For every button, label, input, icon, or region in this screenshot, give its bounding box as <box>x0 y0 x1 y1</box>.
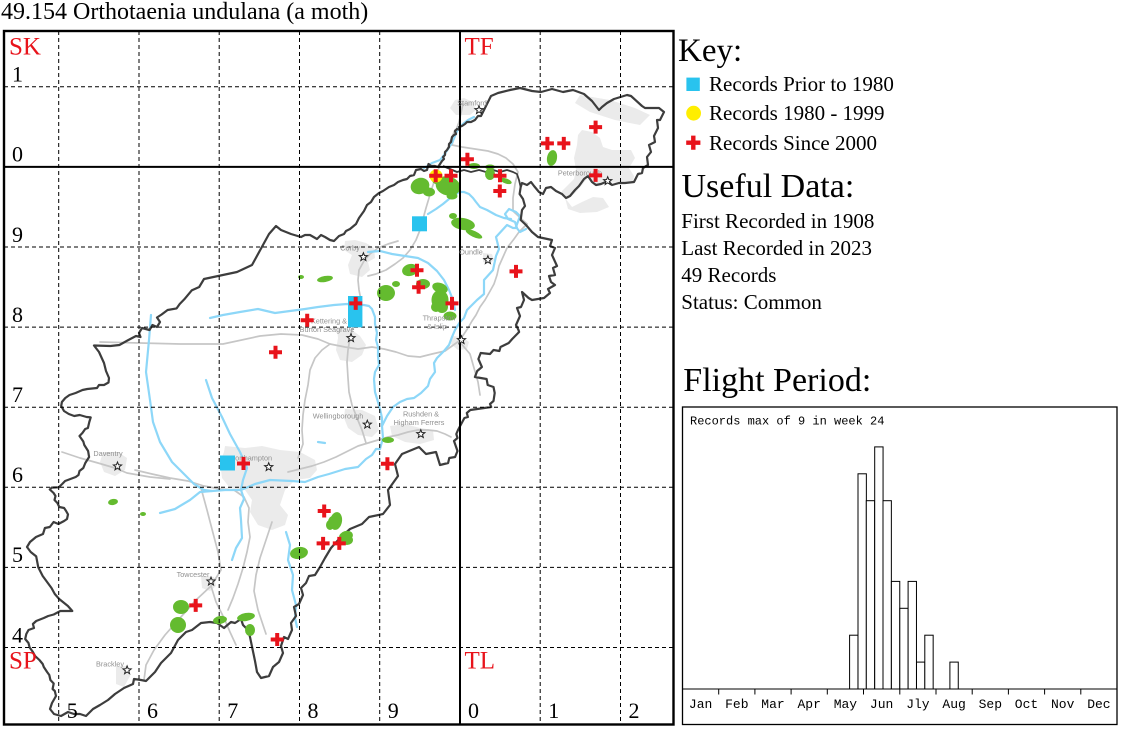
svg-text:TF: TF <box>465 33 494 60</box>
svg-text:Feb: Feb <box>725 697 748 712</box>
svg-text:Kettering &: Kettering & <box>311 317 347 326</box>
svg-text:0: 0 <box>468 698 479 723</box>
svg-text:7: 7 <box>12 382 23 407</box>
svg-text:8: 8 <box>308 698 319 723</box>
svg-text:8: 8 <box>12 302 23 327</box>
svg-text:TL: TL <box>465 648 496 675</box>
svg-text:4: 4 <box>12 622 23 647</box>
svg-text:Records max of 9 in week 24: Records max of 9 in week 24 <box>690 415 884 429</box>
svg-text:Wellingborough: Wellingborough <box>313 412 364 421</box>
svg-text:6: 6 <box>147 698 158 723</box>
svg-text:Jan: Jan <box>689 697 712 712</box>
svg-text:6: 6 <box>12 462 23 487</box>
svg-text:SP: SP <box>9 648 37 675</box>
svg-text:& Islip: & Islip <box>427 322 447 331</box>
svg-text:Corby: Corby <box>340 244 360 253</box>
svg-text:Northampton: Northampton <box>230 454 272 463</box>
svg-text:Thrapston: Thrapston <box>423 314 456 323</box>
svg-text:9: 9 <box>12 222 23 247</box>
svg-text:Aug: Aug <box>942 697 965 712</box>
svg-text:1: 1 <box>548 698 559 723</box>
svg-text:Oct: Oct <box>1015 697 1038 712</box>
svg-text:9: 9 <box>388 698 399 723</box>
svg-text:1: 1 <box>12 62 23 87</box>
svg-text:SK: SK <box>9 33 41 60</box>
svg-text:Dec: Dec <box>1087 697 1110 712</box>
svg-text:Towcester: Towcester <box>177 570 210 579</box>
svg-text:Mar: Mar <box>761 697 784 712</box>
svg-text:Higham Ferrers: Higham Ferrers <box>394 418 445 427</box>
svg-text:5: 5 <box>12 542 23 567</box>
svg-text:0: 0 <box>12 142 23 167</box>
svg-text:Peterborough: Peterborough <box>558 169 602 178</box>
svg-text:2: 2 <box>629 698 640 723</box>
svg-text:May: May <box>834 697 858 712</box>
svg-text:Rushden &: Rushden & <box>403 410 439 419</box>
svg-text:Jun: Jun <box>870 697 893 712</box>
svg-text:Sep: Sep <box>979 697 1002 712</box>
svg-text:Daventry: Daventry <box>93 449 123 458</box>
svg-text:5: 5 <box>67 698 78 723</box>
svg-text:Stamford: Stamford <box>457 99 487 108</box>
svg-text:Oundle: Oundle <box>459 248 483 257</box>
svg-text:Nov: Nov <box>1051 697 1075 712</box>
svg-text:Jly: Jly <box>906 697 930 712</box>
svg-text:Brackley: Brackley <box>96 660 124 669</box>
svg-text:Apr: Apr <box>797 697 820 712</box>
svg-text:7: 7 <box>227 698 238 723</box>
svg-text:Burton Seagrave: Burton Seagrave <box>300 325 355 334</box>
